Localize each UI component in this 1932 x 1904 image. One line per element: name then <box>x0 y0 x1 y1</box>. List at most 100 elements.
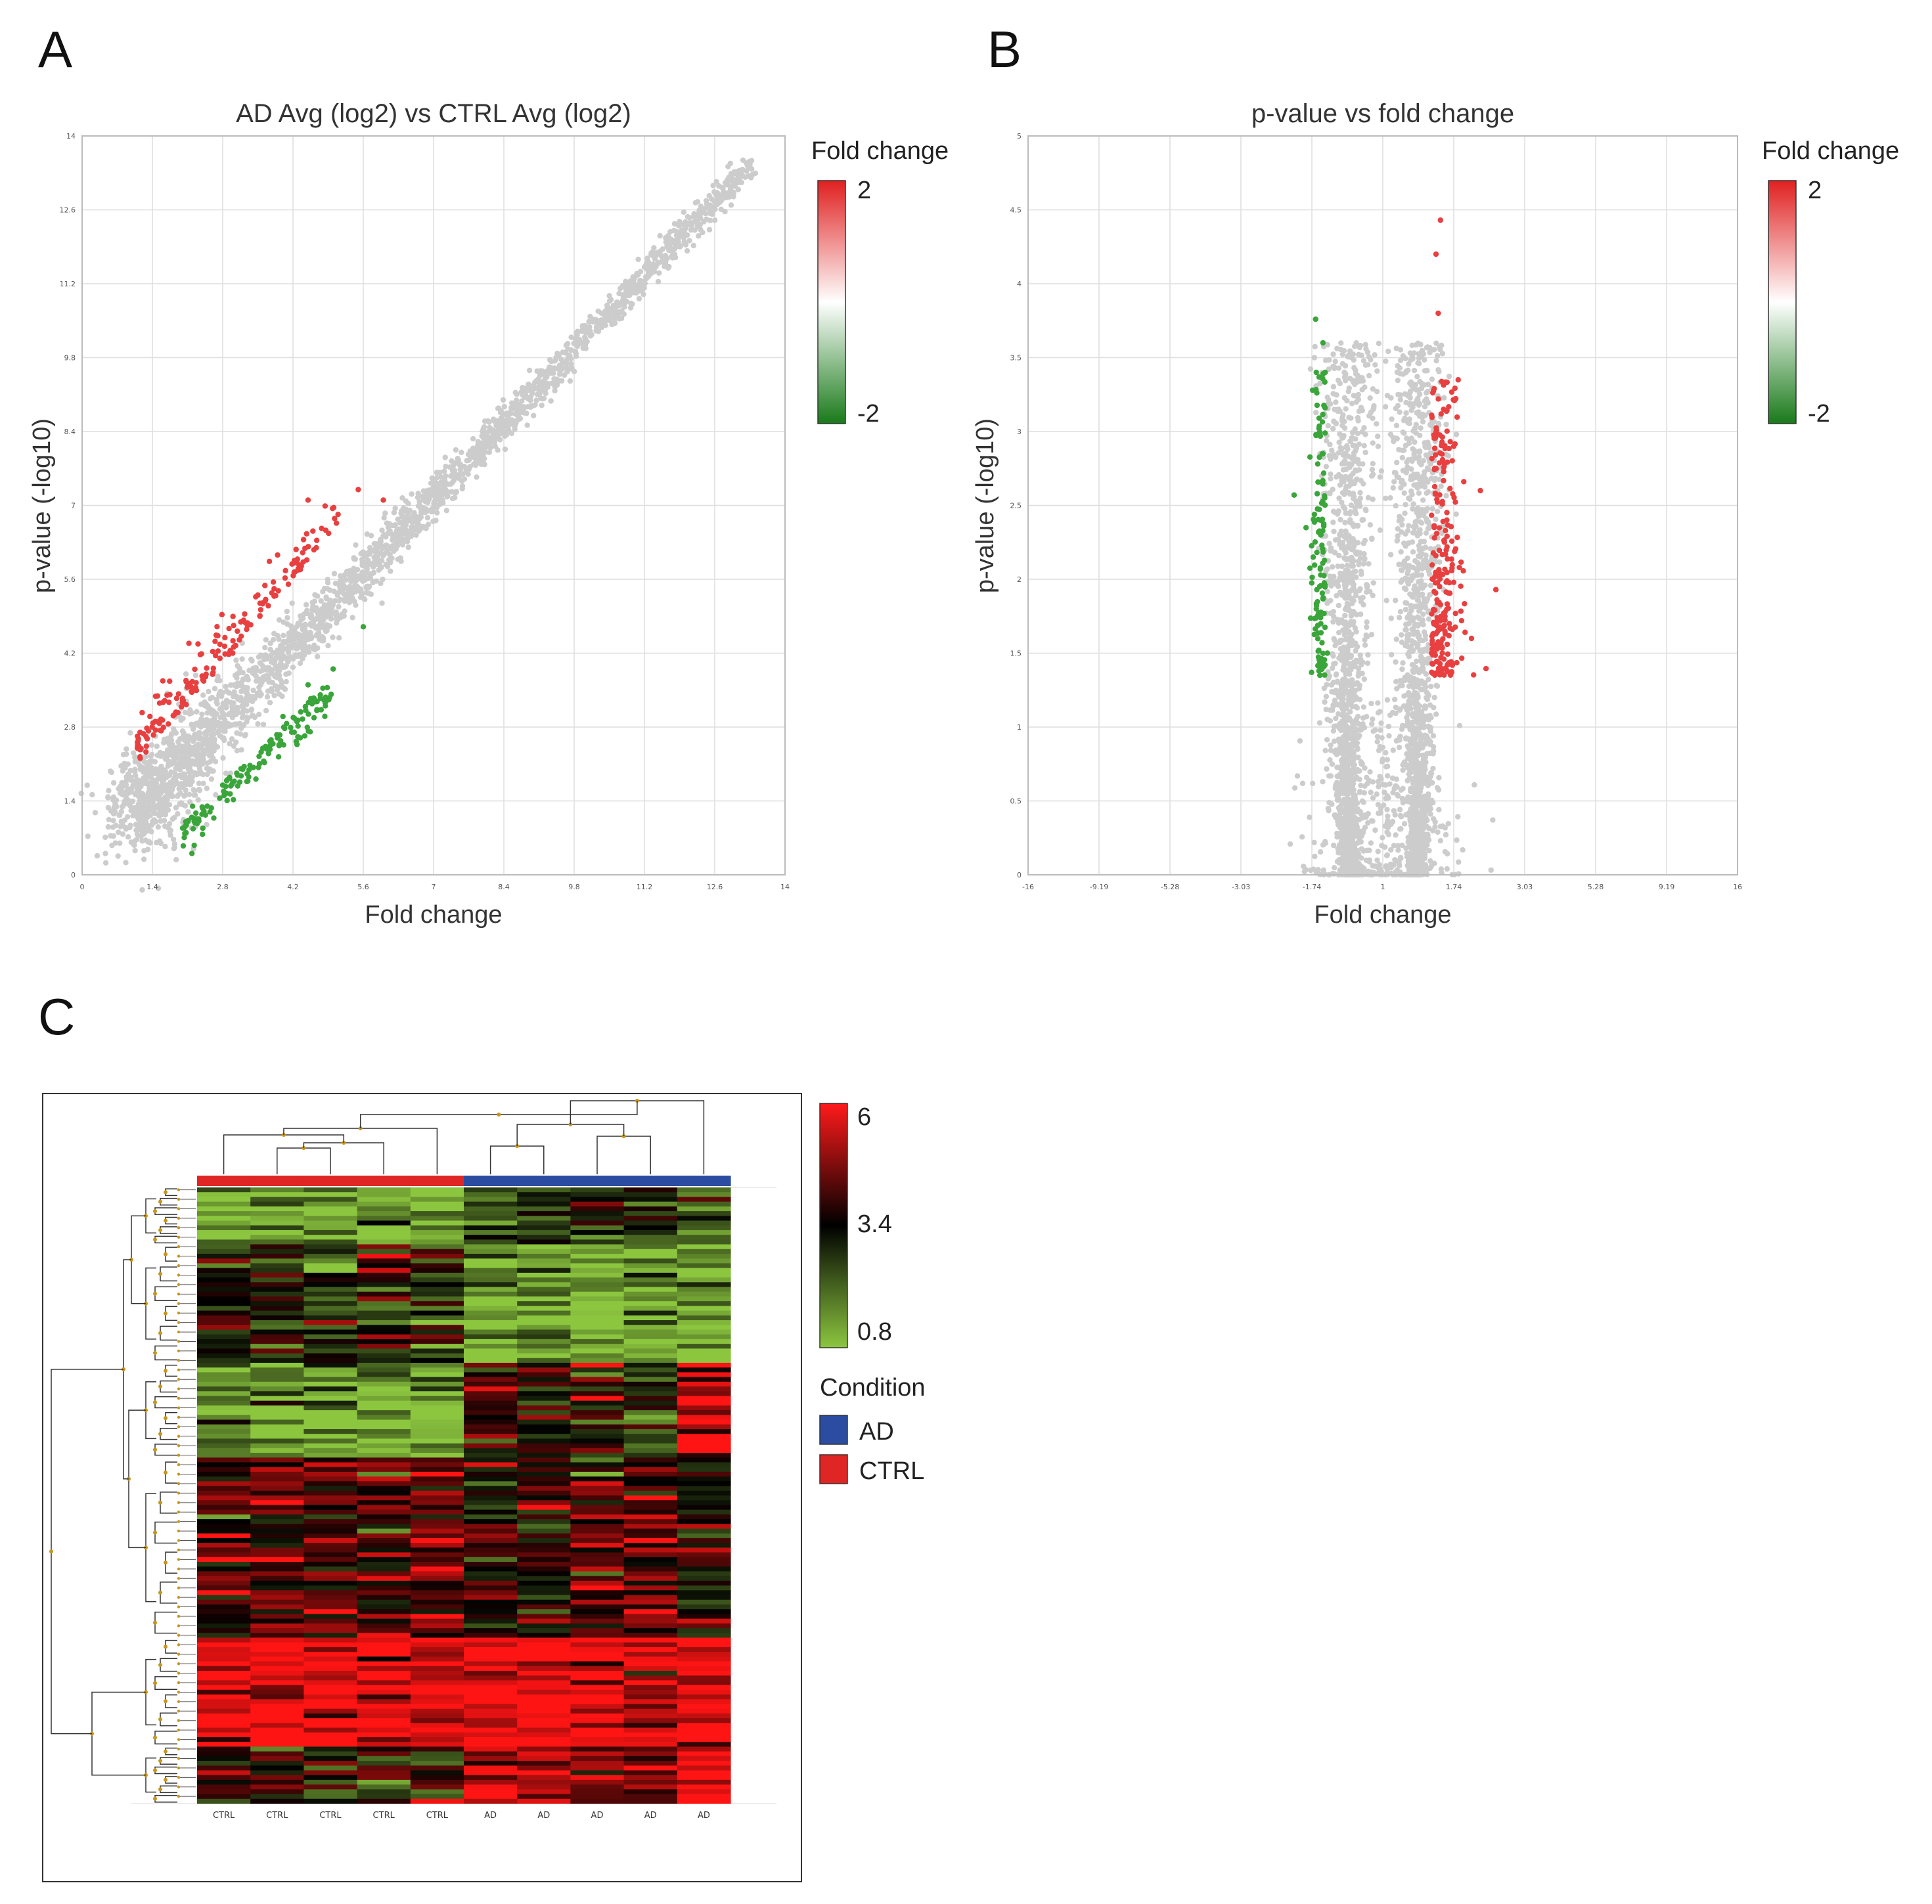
point-gray <box>700 229 706 236</box>
point-gray <box>704 201 710 207</box>
point-up <box>189 688 194 694</box>
point-gray <box>134 776 140 783</box>
point-gray <box>636 296 642 301</box>
point-gray <box>1330 653 1336 659</box>
point-gray <box>170 836 177 843</box>
point-gray <box>208 776 215 782</box>
point-gray <box>655 278 662 285</box>
point-gray <box>148 829 154 835</box>
point-up <box>166 721 171 727</box>
point-gray <box>198 735 204 741</box>
point-gray <box>1328 471 1334 477</box>
point-gray <box>562 359 568 366</box>
point-gray <box>1414 374 1420 380</box>
point-down <box>328 691 334 697</box>
point-gray <box>1382 495 1389 501</box>
point-gray <box>128 839 135 845</box>
point-gray <box>116 786 122 792</box>
point-gray <box>673 232 680 238</box>
point-gray <box>684 248 690 254</box>
point-gray <box>248 706 255 713</box>
point-gray <box>1374 368 1380 374</box>
point-gray <box>1354 468 1360 474</box>
point-gray <box>209 736 215 742</box>
point-gray <box>279 680 285 686</box>
point-gray <box>433 518 439 523</box>
point-up <box>303 531 309 537</box>
point-gray <box>135 801 141 807</box>
point-gray <box>344 592 349 598</box>
point-gray <box>575 337 581 343</box>
point-gray <box>1377 474 1383 480</box>
point-gray <box>489 426 495 432</box>
point-gray <box>163 786 169 791</box>
point-gray <box>459 449 464 456</box>
point-gray <box>336 598 342 604</box>
point-gray <box>168 745 174 751</box>
point-down <box>314 707 320 714</box>
point-gray <box>267 699 273 705</box>
point-gray <box>240 669 246 676</box>
point-gray <box>568 347 574 353</box>
point-gray <box>1369 466 1376 473</box>
point-gray <box>568 361 574 367</box>
point-gray <box>1405 456 1411 463</box>
point-gray <box>110 780 117 786</box>
point-down <box>183 830 189 835</box>
point-gray <box>1399 666 1405 673</box>
point-down <box>211 815 217 821</box>
point-down <box>268 738 274 744</box>
point-gray <box>403 506 409 513</box>
point-gray <box>635 272 641 278</box>
point-gray <box>379 527 385 533</box>
point-gray <box>326 600 332 606</box>
chart-a-x-label: Fold change <box>365 901 502 929</box>
point-gray <box>1353 574 1359 580</box>
point-gray <box>476 447 482 453</box>
point-gray <box>619 283 626 289</box>
point-up <box>152 693 159 699</box>
point-up <box>154 719 160 725</box>
point-gray <box>155 885 162 891</box>
point-gray <box>1356 562 1362 567</box>
point-gray <box>591 317 596 322</box>
point-gray <box>141 759 148 765</box>
point-up <box>167 692 173 697</box>
point-gray <box>671 221 678 227</box>
point-gray <box>235 663 240 669</box>
point-gray <box>1422 703 1428 709</box>
point-gray <box>486 449 493 455</box>
point-gray <box>508 430 515 437</box>
point-gray <box>220 755 226 761</box>
point-gray <box>1348 661 1354 667</box>
point-gray <box>163 756 169 763</box>
point-gray <box>85 833 91 839</box>
point-gray <box>1366 354 1372 360</box>
point-gray <box>127 777 133 783</box>
point-gray <box>203 722 210 728</box>
point-gray <box>1416 454 1422 460</box>
point-gray <box>651 269 658 275</box>
point-gray <box>208 768 214 774</box>
point-gray <box>150 802 156 808</box>
point-gray <box>666 248 672 254</box>
point-gray <box>453 460 459 466</box>
point-gray <box>744 160 750 166</box>
point-gray <box>434 475 440 481</box>
point-gray <box>227 741 233 747</box>
point-gray <box>441 468 447 474</box>
point-gray <box>1360 481 1366 487</box>
point-gray <box>217 733 223 739</box>
point-gray <box>194 709 200 715</box>
point-gray <box>258 679 265 685</box>
point-gray <box>1362 449 1368 456</box>
x-tick-label: 4.2 <box>287 883 299 891</box>
point-gray <box>202 699 208 705</box>
point-gray <box>438 479 444 485</box>
point-gray <box>167 828 173 835</box>
point-down <box>181 835 187 841</box>
point-gray <box>1332 537 1339 543</box>
point-gray <box>192 792 198 798</box>
point-gray <box>736 175 743 182</box>
point-gray <box>742 174 748 181</box>
